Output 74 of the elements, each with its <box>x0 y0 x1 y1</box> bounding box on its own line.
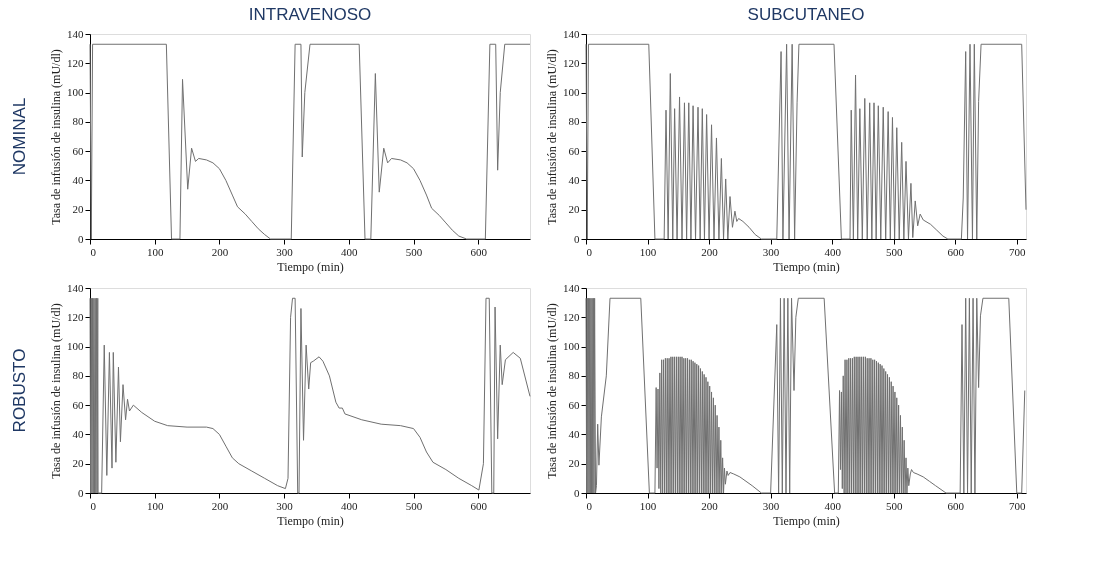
x-tick-label: 100 <box>146 245 164 258</box>
y-tick-label: 80 <box>568 115 580 128</box>
x-tick-label: 0 <box>90 245 97 258</box>
y-tick-label: 140 <box>563 281 580 294</box>
y-tick-label: 0 <box>574 232 580 245</box>
y-tick-label: 40 <box>568 173 580 186</box>
x-tick-label: 200 <box>701 245 719 258</box>
y-tick-label: 100 <box>563 340 580 353</box>
y-tick-label: 80 <box>72 369 84 382</box>
x-tick-label: 100 <box>639 499 657 512</box>
y-tick-label: 40 <box>568 427 580 440</box>
y-tick-label: 0 <box>574 486 580 499</box>
y-tick-label: 40 <box>72 173 84 186</box>
y-tick-label: 80 <box>568 369 580 382</box>
x-tick-label: 400 <box>824 245 842 258</box>
chart-title: SUBCUTANEO <box>747 5 865 24</box>
x-tick-label: 600 <box>470 245 488 258</box>
x-axis-title: Tiempo (min) <box>773 259 840 274</box>
y-tick-label: 40 <box>72 427 84 440</box>
y-axis-title: Tasa de infusión de insulina (mU/dl) <box>545 303 559 479</box>
y-tick-label: 20 <box>72 457 84 470</box>
y-tick-label: 60 <box>72 144 84 157</box>
x-tick-label: 300 <box>276 245 294 258</box>
x-tick-label: 200 <box>211 499 229 512</box>
x-tick-label: 600 <box>947 245 965 258</box>
x-tick-label: 300 <box>762 245 780 258</box>
x-tick-label: 600 <box>470 499 488 512</box>
x-axis-title: Tiempo (min) <box>773 513 840 528</box>
y-tick-label: 0 <box>78 232 84 245</box>
x-tick-label: 400 <box>341 245 359 258</box>
x-tick-label: 700 <box>1009 499 1027 512</box>
x-tick-label: 400 <box>824 499 842 512</box>
x-tick-label: 300 <box>276 499 294 512</box>
y-tick-label: 120 <box>563 310 580 323</box>
y-tick-label: 0 <box>78 486 84 499</box>
x-tick-label: 400 <box>341 499 359 512</box>
y-tick-label: 120 <box>67 56 84 69</box>
y-tick-label: 80 <box>72 115 84 128</box>
x-tick-label: 700 <box>1009 245 1027 258</box>
y-tick-label: 100 <box>563 86 580 99</box>
y-tick-label: 140 <box>67 281 84 294</box>
x-tick-label: 500 <box>405 245 423 258</box>
x-tick-label: 100 <box>639 245 657 258</box>
y-tick-label: 60 <box>568 398 580 411</box>
text: ROBUSTO <box>10 348 29 433</box>
y-tick-label: 100 <box>67 340 84 353</box>
x-tick-label: 500 <box>885 499 903 512</box>
y-tick-label: 140 <box>67 27 84 40</box>
y-tick-label: 20 <box>72 203 84 216</box>
x-tick-label: 100 <box>146 499 164 512</box>
x-tick-label: 200 <box>701 499 719 512</box>
y-axis-title: Tasa de infusión de insulina (mU/dl) <box>49 49 63 225</box>
chart-title: INTRAVENOSO <box>248 5 372 24</box>
x-tick-label: 0 <box>90 499 97 512</box>
x-tick-label: 0 <box>586 499 593 512</box>
y-tick-label: 20 <box>568 457 580 470</box>
x-tick-label: 0 <box>586 245 593 258</box>
y-tick-label: 60 <box>72 398 84 411</box>
y-tick-label: 100 <box>67 86 84 99</box>
text: NOMINAL <box>10 97 29 176</box>
y-axis-title: Tasa de infusión de insulina (mU/dl) <box>545 49 559 225</box>
x-tick-label: 200 <box>211 245 229 258</box>
x-axis-title: Tiempo (min) <box>277 513 344 528</box>
x-tick-label: 500 <box>885 245 903 258</box>
y-tick-label: 140 <box>563 27 580 40</box>
y-tick-label: 20 <box>568 203 580 216</box>
y-tick-label: 60 <box>568 144 580 157</box>
x-tick-label: 300 <box>762 499 780 512</box>
x-tick-label: 600 <box>947 499 965 512</box>
x-tick-label: 500 <box>405 499 423 512</box>
y-tick-label: 120 <box>67 310 84 323</box>
y-tick-label: 120 <box>563 56 580 69</box>
y-axis-title: Tasa de infusión de insulina (mU/dl) <box>49 303 63 479</box>
x-axis-title: Tiempo (min) <box>277 259 344 274</box>
